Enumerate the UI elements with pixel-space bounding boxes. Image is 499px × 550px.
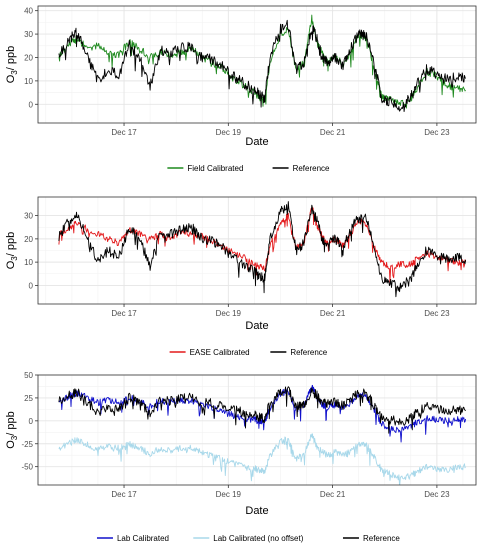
y-tick-label: -25: [21, 440, 33, 449]
x-tick-label: Dec 19: [216, 490, 242, 499]
y-axis-title: O3/ ppb: [5, 46, 19, 83]
y-tick-label: 50: [24, 371, 33, 380]
chart-panel-3: -50 -25 0 25 50 Dec 17 Dec 19 Dec 21 Dec 23 Date O…: [5, 371, 477, 543]
y-tick-label: 0: [29, 417, 34, 426]
x-axis-title: Date: [245, 505, 268, 517]
x-tick-label: Dec 19: [216, 309, 242, 318]
y-tick-label: 30: [24, 30, 33, 39]
x-axis-title: Date: [245, 136, 268, 148]
y-tick-label: 10: [24, 77, 33, 86]
panel-border: [37, 196, 477, 305]
x-tick-label: Dec 17: [111, 128, 137, 137]
y-axis-title: O3/ ppb: [5, 232, 19, 269]
series-line-reference: [58, 386, 466, 434]
y-tick-label: 25: [24, 394, 33, 403]
legend: EASE Calibrated Reference: [169, 348, 328, 357]
y-tick-label: 30: [24, 212, 33, 221]
legend-label: Reference: [290, 348, 327, 357]
legend-label: EASE Calibrated: [190, 348, 250, 357]
y-axis-title: O3/ ppb: [5, 411, 19, 448]
x-tick-label: Dec 21: [320, 128, 346, 137]
series-group: [58, 384, 467, 485]
y-tick-label: 0: [29, 281, 34, 290]
legend-label: Lab Calibrated (no offset): [213, 534, 303, 543]
legend-label: Reference: [363, 534, 400, 543]
panel-border: [37, 5, 477, 124]
panel-border: [37, 374, 477, 486]
x-tick-label: Dec 23: [424, 128, 450, 137]
series-line-reference: [58, 19, 467, 113]
chart-panel-2: 0 10 20 30 Dec 17 Dec 19 Dec 21 Dec 23 Date O3/ p…: [5, 196, 477, 357]
y-tick-label: 40: [24, 7, 33, 16]
x-axis-title: Date: [245, 320, 268, 332]
legend-label: Field Calibrated: [187, 164, 243, 173]
y-tick-label: -50: [21, 463, 33, 472]
series-line-reference: [58, 201, 467, 298]
x-tick-label: Dec 21: [320, 490, 346, 499]
x-tick-label: Dec 21: [320, 309, 346, 318]
series-group: [58, 201, 467, 298]
y-tick-label: 10: [24, 258, 33, 267]
series-group: [58, 14, 467, 113]
x-tick-label: Dec 17: [111, 309, 137, 318]
legend-label: Lab Calibrated: [117, 534, 169, 543]
y-tick-label: 0: [29, 100, 34, 109]
x-tick-label: Dec 19: [216, 128, 242, 137]
legend-label: Reference: [293, 164, 330, 173]
x-tick-label: Dec 23: [424, 490, 450, 499]
chart-panel-1: 0 10 20 30 40 Dec 17 Dec 19 Dec 21 Dec 23 Date O3/…: [5, 5, 477, 173]
legend: Field Calibrated Reference: [167, 164, 330, 173]
y-tick-label: 20: [24, 235, 33, 244]
series-line-ease-calibrated: [58, 207, 467, 283]
x-tick-label: Dec 17: [111, 490, 137, 499]
series-line-lab-calibrated-no-offset: [58, 433, 466, 485]
legend: Lab Calibrated Lab Calibrated (no offset)…: [96, 534, 400, 543]
plot-area: [38, 6, 476, 123]
x-tick-label: Dec 23: [424, 309, 450, 318]
y-tick-label: 20: [24, 53, 33, 62]
